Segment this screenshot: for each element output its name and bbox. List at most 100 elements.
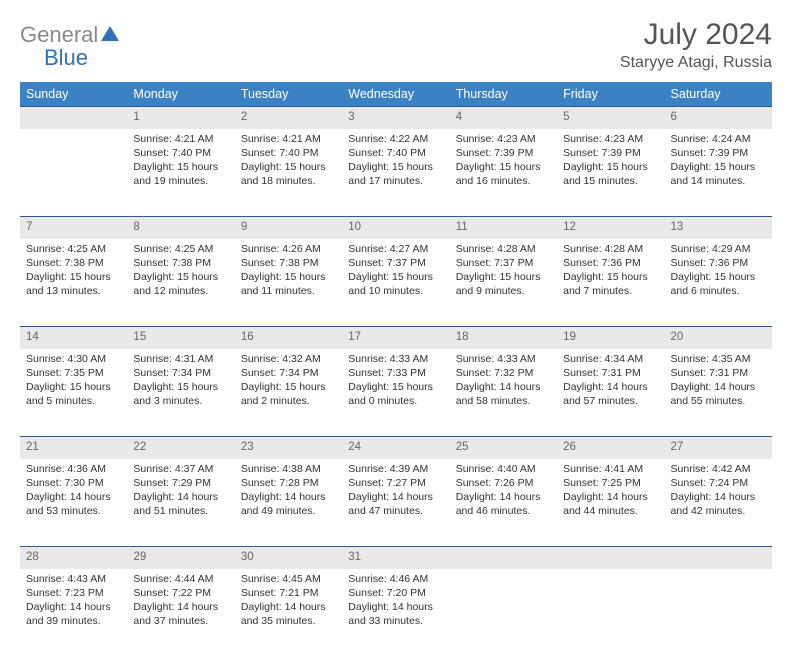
daylight-text: Daylight: 15 hours and 5 minutes. bbox=[26, 380, 121, 408]
sunset-text: Sunset: 7:25 PM bbox=[563, 476, 658, 490]
day-number-cell: 27 bbox=[665, 437, 772, 459]
day-content-cell: Sunrise: 4:31 AMSunset: 7:34 PMDaylight:… bbox=[127, 349, 234, 437]
day-number-row: 123456 bbox=[20, 107, 772, 129]
sunrise-text: Sunrise: 4:25 AM bbox=[26, 242, 121, 256]
sunrise-text: Sunrise: 4:22 AM bbox=[348, 132, 443, 146]
sunrise-text: Sunrise: 4:28 AM bbox=[563, 242, 658, 256]
day-number-cell bbox=[665, 547, 772, 569]
dow-header: Sunday bbox=[20, 82, 127, 107]
day-content-cell: Sunrise: 4:28 AMSunset: 7:36 PMDaylight:… bbox=[557, 239, 664, 327]
day-number-cell: 22 bbox=[127, 437, 234, 459]
day-content-cell: Sunrise: 4:45 AMSunset: 7:21 PMDaylight:… bbox=[235, 569, 342, 657]
logo-triangle-icon bbox=[100, 24, 120, 47]
day-number-cell: 15 bbox=[127, 327, 234, 349]
daylight-text: Daylight: 14 hours and 57 minutes. bbox=[563, 380, 658, 408]
day-number-cell: 29 bbox=[127, 547, 234, 569]
day-number-cell bbox=[557, 547, 664, 569]
sunrise-text: Sunrise: 4:27 AM bbox=[348, 242, 443, 256]
day-content-cell bbox=[665, 569, 772, 657]
day-content-cell: Sunrise: 4:40 AMSunset: 7:26 PMDaylight:… bbox=[450, 459, 557, 547]
day-content-cell: Sunrise: 4:21 AMSunset: 7:40 PMDaylight:… bbox=[127, 129, 234, 217]
day-number-cell: 9 bbox=[235, 217, 342, 239]
day-number-cell: 25 bbox=[450, 437, 557, 459]
sunrise-text: Sunrise: 4:23 AM bbox=[563, 132, 658, 146]
calendar-body: 123456Sunrise: 4:21 AMSunset: 7:40 PMDay… bbox=[20, 107, 772, 657]
day-number-cell: 1 bbox=[127, 107, 234, 129]
sunrise-text: Sunrise: 4:44 AM bbox=[133, 572, 228, 586]
day-content-cell: Sunrise: 4:25 AMSunset: 7:38 PMDaylight:… bbox=[127, 239, 234, 327]
day-number-cell: 3 bbox=[342, 107, 449, 129]
dow-header: Tuesday bbox=[235, 82, 342, 107]
sunset-text: Sunset: 7:40 PM bbox=[133, 146, 228, 160]
day-number-cell: 24 bbox=[342, 437, 449, 459]
day-content-cell: Sunrise: 4:44 AMSunset: 7:22 PMDaylight:… bbox=[127, 569, 234, 657]
day-number-cell: 2 bbox=[235, 107, 342, 129]
day-content-cell: Sunrise: 4:39 AMSunset: 7:27 PMDaylight:… bbox=[342, 459, 449, 547]
day-number-cell: 14 bbox=[20, 327, 127, 349]
day-content-cell: Sunrise: 4:29 AMSunset: 7:36 PMDaylight:… bbox=[665, 239, 772, 327]
day-content-row: Sunrise: 4:43 AMSunset: 7:23 PMDaylight:… bbox=[20, 569, 772, 657]
day-number-cell: 26 bbox=[557, 437, 664, 459]
sunrise-text: Sunrise: 4:42 AM bbox=[671, 462, 766, 476]
sunset-text: Sunset: 7:30 PM bbox=[26, 476, 121, 490]
day-content-cell: Sunrise: 4:37 AMSunset: 7:29 PMDaylight:… bbox=[127, 459, 234, 547]
day-number-cell: 30 bbox=[235, 547, 342, 569]
day-content-cell: Sunrise: 4:32 AMSunset: 7:34 PMDaylight:… bbox=[235, 349, 342, 437]
day-content-cell: Sunrise: 4:38 AMSunset: 7:28 PMDaylight:… bbox=[235, 459, 342, 547]
day-number-cell: 18 bbox=[450, 327, 557, 349]
daylight-text: Daylight: 14 hours and 47 minutes. bbox=[348, 490, 443, 518]
day-number-cell: 31 bbox=[342, 547, 449, 569]
dow-header: Wednesday bbox=[342, 82, 449, 107]
sunrise-text: Sunrise: 4:41 AM bbox=[563, 462, 658, 476]
day-number-cell: 12 bbox=[557, 217, 664, 239]
month-title: July 2024 bbox=[620, 18, 772, 52]
day-content-row: Sunrise: 4:30 AMSunset: 7:35 PMDaylight:… bbox=[20, 349, 772, 437]
day-content-row: Sunrise: 4:25 AM Sunset: 7:38 PMDaylight:… bbox=[20, 239, 772, 327]
sunset-text: Sunset: 7:38 PM bbox=[133, 256, 228, 270]
sunset-text: Sunset: 7:32 PM bbox=[456, 366, 551, 380]
location: Staryye Atagi, Russia bbox=[620, 54, 772, 72]
day-content-cell: Sunrise: 4:33 AMSunset: 7:32 PMDaylight:… bbox=[450, 349, 557, 437]
dow-header: Thursday bbox=[450, 82, 557, 107]
sunset-text: Sunset: 7:34 PM bbox=[241, 366, 336, 380]
sunset-text: Sunset: 7:23 PM bbox=[26, 586, 121, 600]
day-number-cell: 23 bbox=[235, 437, 342, 459]
sunset-text: Sunset: 7:37 PM bbox=[456, 256, 551, 270]
day-number-row: 28293031 bbox=[20, 547, 772, 569]
sunrise-text: Sunrise: 4:23 AM bbox=[456, 132, 551, 146]
header: General July 2024 Staryye Atagi, Russia bbox=[20, 18, 772, 72]
sunrise-text: Sunrise: 4:21 AM bbox=[133, 132, 228, 146]
sunset-text: Sunset: 7:40 PM bbox=[348, 146, 443, 160]
sunrise-text: Sunrise: 4:36 AM bbox=[26, 462, 121, 476]
sunset-text: Sunset: 7:33 PM bbox=[348, 366, 443, 380]
dow-header: Monday bbox=[127, 82, 234, 107]
daylight-text: Daylight: 14 hours and 37 minutes. bbox=[133, 600, 228, 628]
day-number-cell: 8 bbox=[127, 217, 234, 239]
day-content-cell: Sunrise: 4:35 AMSunset: 7:31 PMDaylight:… bbox=[665, 349, 772, 437]
sunset-text: Sunset: 7:35 PM bbox=[26, 366, 121, 380]
logo-text-blue: Blue bbox=[44, 45, 88, 70]
sunset-text: Sunset: 7:20 PM bbox=[348, 586, 443, 600]
sunset-text: Sunset: 7:31 PM bbox=[671, 366, 766, 380]
daylight-text: Daylight: 15 hours and 19 minutes. bbox=[133, 160, 228, 188]
sunrise-text: Sunrise: 4:21 AM bbox=[241, 132, 336, 146]
day-content-cell: Sunrise: 4:30 AMSunset: 7:35 PMDaylight:… bbox=[20, 349, 127, 437]
daylight-text: Daylight: 14 hours and 55 minutes. bbox=[671, 380, 766, 408]
sunset-text: Sunset: 7:31 PM bbox=[563, 366, 658, 380]
day-number-cell: 10 bbox=[342, 217, 449, 239]
sunset-text: Sunset: 7:37 PM bbox=[348, 256, 443, 270]
day-number-cell: 16 bbox=[235, 327, 342, 349]
sunrise-text: Sunrise: 4:34 AM bbox=[563, 352, 658, 366]
daylight-text: Daylight: 15 hours and 14 minutes. bbox=[671, 160, 766, 188]
sunset-text: Sunset: 7:24 PM bbox=[671, 476, 766, 490]
title-block: July 2024 Staryye Atagi, Russia bbox=[620, 18, 772, 72]
sunset-text: Sunset: 7:39 PM bbox=[671, 146, 766, 160]
day-content-cell: Sunrise: 4:43 AMSunset: 7:23 PMDaylight:… bbox=[20, 569, 127, 657]
daylight-text: Daylight: 14 hours and 42 minutes. bbox=[671, 490, 766, 518]
day-number-cell: 17 bbox=[342, 327, 449, 349]
daylight-text: Daylight: 15 hours and 18 minutes. bbox=[241, 160, 336, 188]
day-number-cell: 19 bbox=[557, 327, 664, 349]
daylight-text: Daylight: 15 hours and 12 minutes. bbox=[133, 270, 228, 298]
daylight-text: Daylight: 15 hours and 17 minutes. bbox=[348, 160, 443, 188]
daylight-text: Daylight: 14 hours and 51 minutes. bbox=[133, 490, 228, 518]
